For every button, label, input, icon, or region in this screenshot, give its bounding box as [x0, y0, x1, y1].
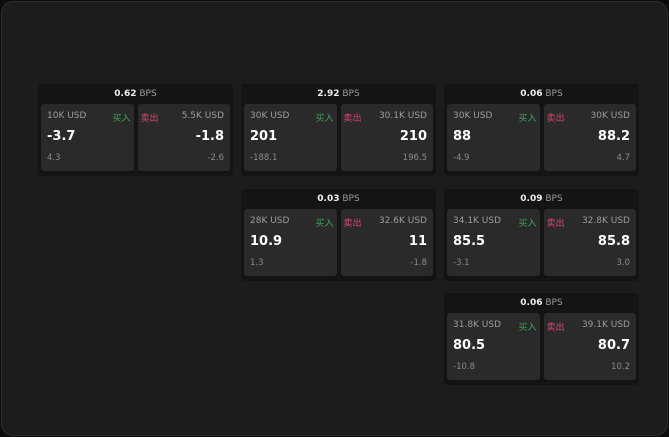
bid-change: -4.9 [453, 153, 470, 163]
ask-price: 85.8 [597, 234, 630, 249]
spread-value: 0.09 [520, 194, 543, 204]
bid-quantity: 30K USD [250, 111, 290, 121]
spread-unit: BPS [545, 89, 563, 99]
bid-quantity: 31.8K USD [453, 320, 502, 330]
ask-quantity: 5.5K USD [181, 111, 224, 121]
sell-cell[interactable]: 卖出 39.1K USD 80.7 10.2 [543, 313, 636, 380]
sell-cell[interactable]: 卖出 32.6K USD 11 -1.8 [340, 209, 433, 276]
spread-header: 0.06 BPS [444, 84, 639, 104]
ask-price: 210 [399, 129, 427, 144]
ask-change: -1.8 [410, 258, 427, 268]
buy-cell[interactable]: 34.1K USD 买入 85.5 -3.1 [447, 209, 540, 276]
quote-panel: 0.09 BPS 34.1K USD 买入 85.5 -3.1 卖出 32.8K… [444, 189, 639, 281]
spread-header: 0.09 BPS [444, 189, 639, 209]
sell-label: 卖出 [343, 114, 362, 124]
buy-label: 买入 [518, 323, 537, 333]
buy-cell[interactable]: 31.8K USD 买入 80.5 -10.8 [447, 313, 540, 380]
spread-unit: BPS [342, 194, 360, 204]
spread-value: 0.03 [317, 194, 340, 204]
buy-cell[interactable]: 28K USD 买入 10.9 1.3 [244, 209, 337, 276]
bid-price: 85.5 [453, 234, 486, 249]
ask-quantity: 30.1K USD [378, 111, 427, 121]
spread-unit: BPS [139, 89, 157, 99]
bid-price: 10.9 [250, 234, 283, 249]
ask-price: -1.8 [195, 129, 224, 144]
bid-quantity: 34.1K USD [453, 216, 502, 226]
spread-header: 0.06 BPS [444, 293, 639, 313]
buy-label: 买入 [518, 114, 537, 124]
spread-unit: BPS [545, 194, 563, 204]
ask-quantity: 30K USD [590, 111, 630, 121]
sell-label: 卖出 [140, 114, 159, 124]
ask-quantity: 32.6K USD [378, 216, 427, 226]
sell-label: 卖出 [546, 323, 565, 333]
bid-price: 80.5 [453, 338, 486, 353]
spread-header: 0.03 BPS [241, 189, 436, 209]
buy-cell[interactable]: 30K USD 买入 201 -188.1 [244, 104, 337, 171]
ask-change: -2.6 [207, 153, 224, 163]
bid-change: 1.3 [250, 258, 264, 268]
sell-cell[interactable]: 卖出 32.8K USD 85.8 3.0 [543, 209, 636, 276]
spread-unit: BPS [545, 298, 563, 308]
ask-quantity: 39.1K USD [581, 320, 630, 330]
bid-change: -3.1 [453, 258, 470, 268]
ask-price: 88.2 [597, 129, 630, 144]
sell-cell[interactable]: 卖出 30K USD 88.2 4.7 [543, 104, 636, 171]
quote-panel: 0.06 BPS 31.8K USD 买入 80.5 -10.8 卖出 39.1… [444, 293, 639, 385]
ask-change: 196.5 [402, 153, 427, 163]
bid-quantity: 10K USD [47, 111, 87, 121]
ask-price: 80.7 [597, 338, 630, 353]
bid-price: 88 [453, 129, 472, 144]
spread-unit: BPS [342, 89, 360, 99]
ask-quantity: 32.8K USD [581, 216, 630, 226]
buy-cell[interactable]: 30K USD 买入 88 -4.9 [447, 104, 540, 171]
quote-panel: 2.92 BPS 30K USD 买入 201 -188.1 卖出 30.1K … [241, 84, 436, 176]
bid-quantity: 30K USD [453, 111, 493, 121]
ask-change: 10.2 [611, 362, 630, 372]
bid-change: -10.8 [453, 362, 475, 372]
buy-label: 买入 [112, 114, 131, 124]
bid-price: -3.7 [47, 129, 76, 144]
buy-label: 买入 [315, 114, 334, 124]
spread-header: 2.92 BPS [241, 84, 436, 104]
buy-label: 买入 [518, 219, 537, 229]
spread-header: 0.62 BPS [38, 84, 233, 104]
spread-value: 0.06 [520, 298, 543, 308]
bid-change: -188.1 [250, 153, 278, 163]
bid-change: 4.3 [47, 153, 61, 163]
ask-change: 4.7 [616, 153, 630, 163]
spread-value: 2.92 [317, 89, 340, 99]
ask-change: 3.0 [616, 258, 630, 268]
buy-cell[interactable]: 10K USD 买入 -3.7 4.3 [41, 104, 134, 171]
sell-cell[interactable]: 卖出 30.1K USD 210 196.5 [340, 104, 433, 171]
sell-label: 卖出 [343, 219, 362, 229]
sell-label: 卖出 [546, 219, 565, 229]
bid-price: 201 [250, 129, 278, 144]
sell-cell[interactable]: 卖出 5.5K USD -1.8 -2.6 [137, 104, 230, 171]
sell-label: 卖出 [546, 114, 565, 124]
spread-value: 0.62 [114, 89, 137, 99]
bid-quantity: 28K USD [250, 216, 290, 226]
quote-panel: 0.03 BPS 28K USD 买入 10.9 1.3 卖出 32.6K US… [241, 189, 436, 281]
spread-value: 0.06 [520, 89, 543, 99]
quote-panel: 0.06 BPS 30K USD 买入 88 -4.9 卖出 30K USD 8… [444, 84, 639, 176]
buy-label: 买入 [315, 219, 334, 229]
ask-price: 11 [408, 234, 427, 249]
quote-panel: 0.62 BPS 10K USD 买入 -3.7 4.3 卖出 5.5K USD… [38, 84, 233, 176]
